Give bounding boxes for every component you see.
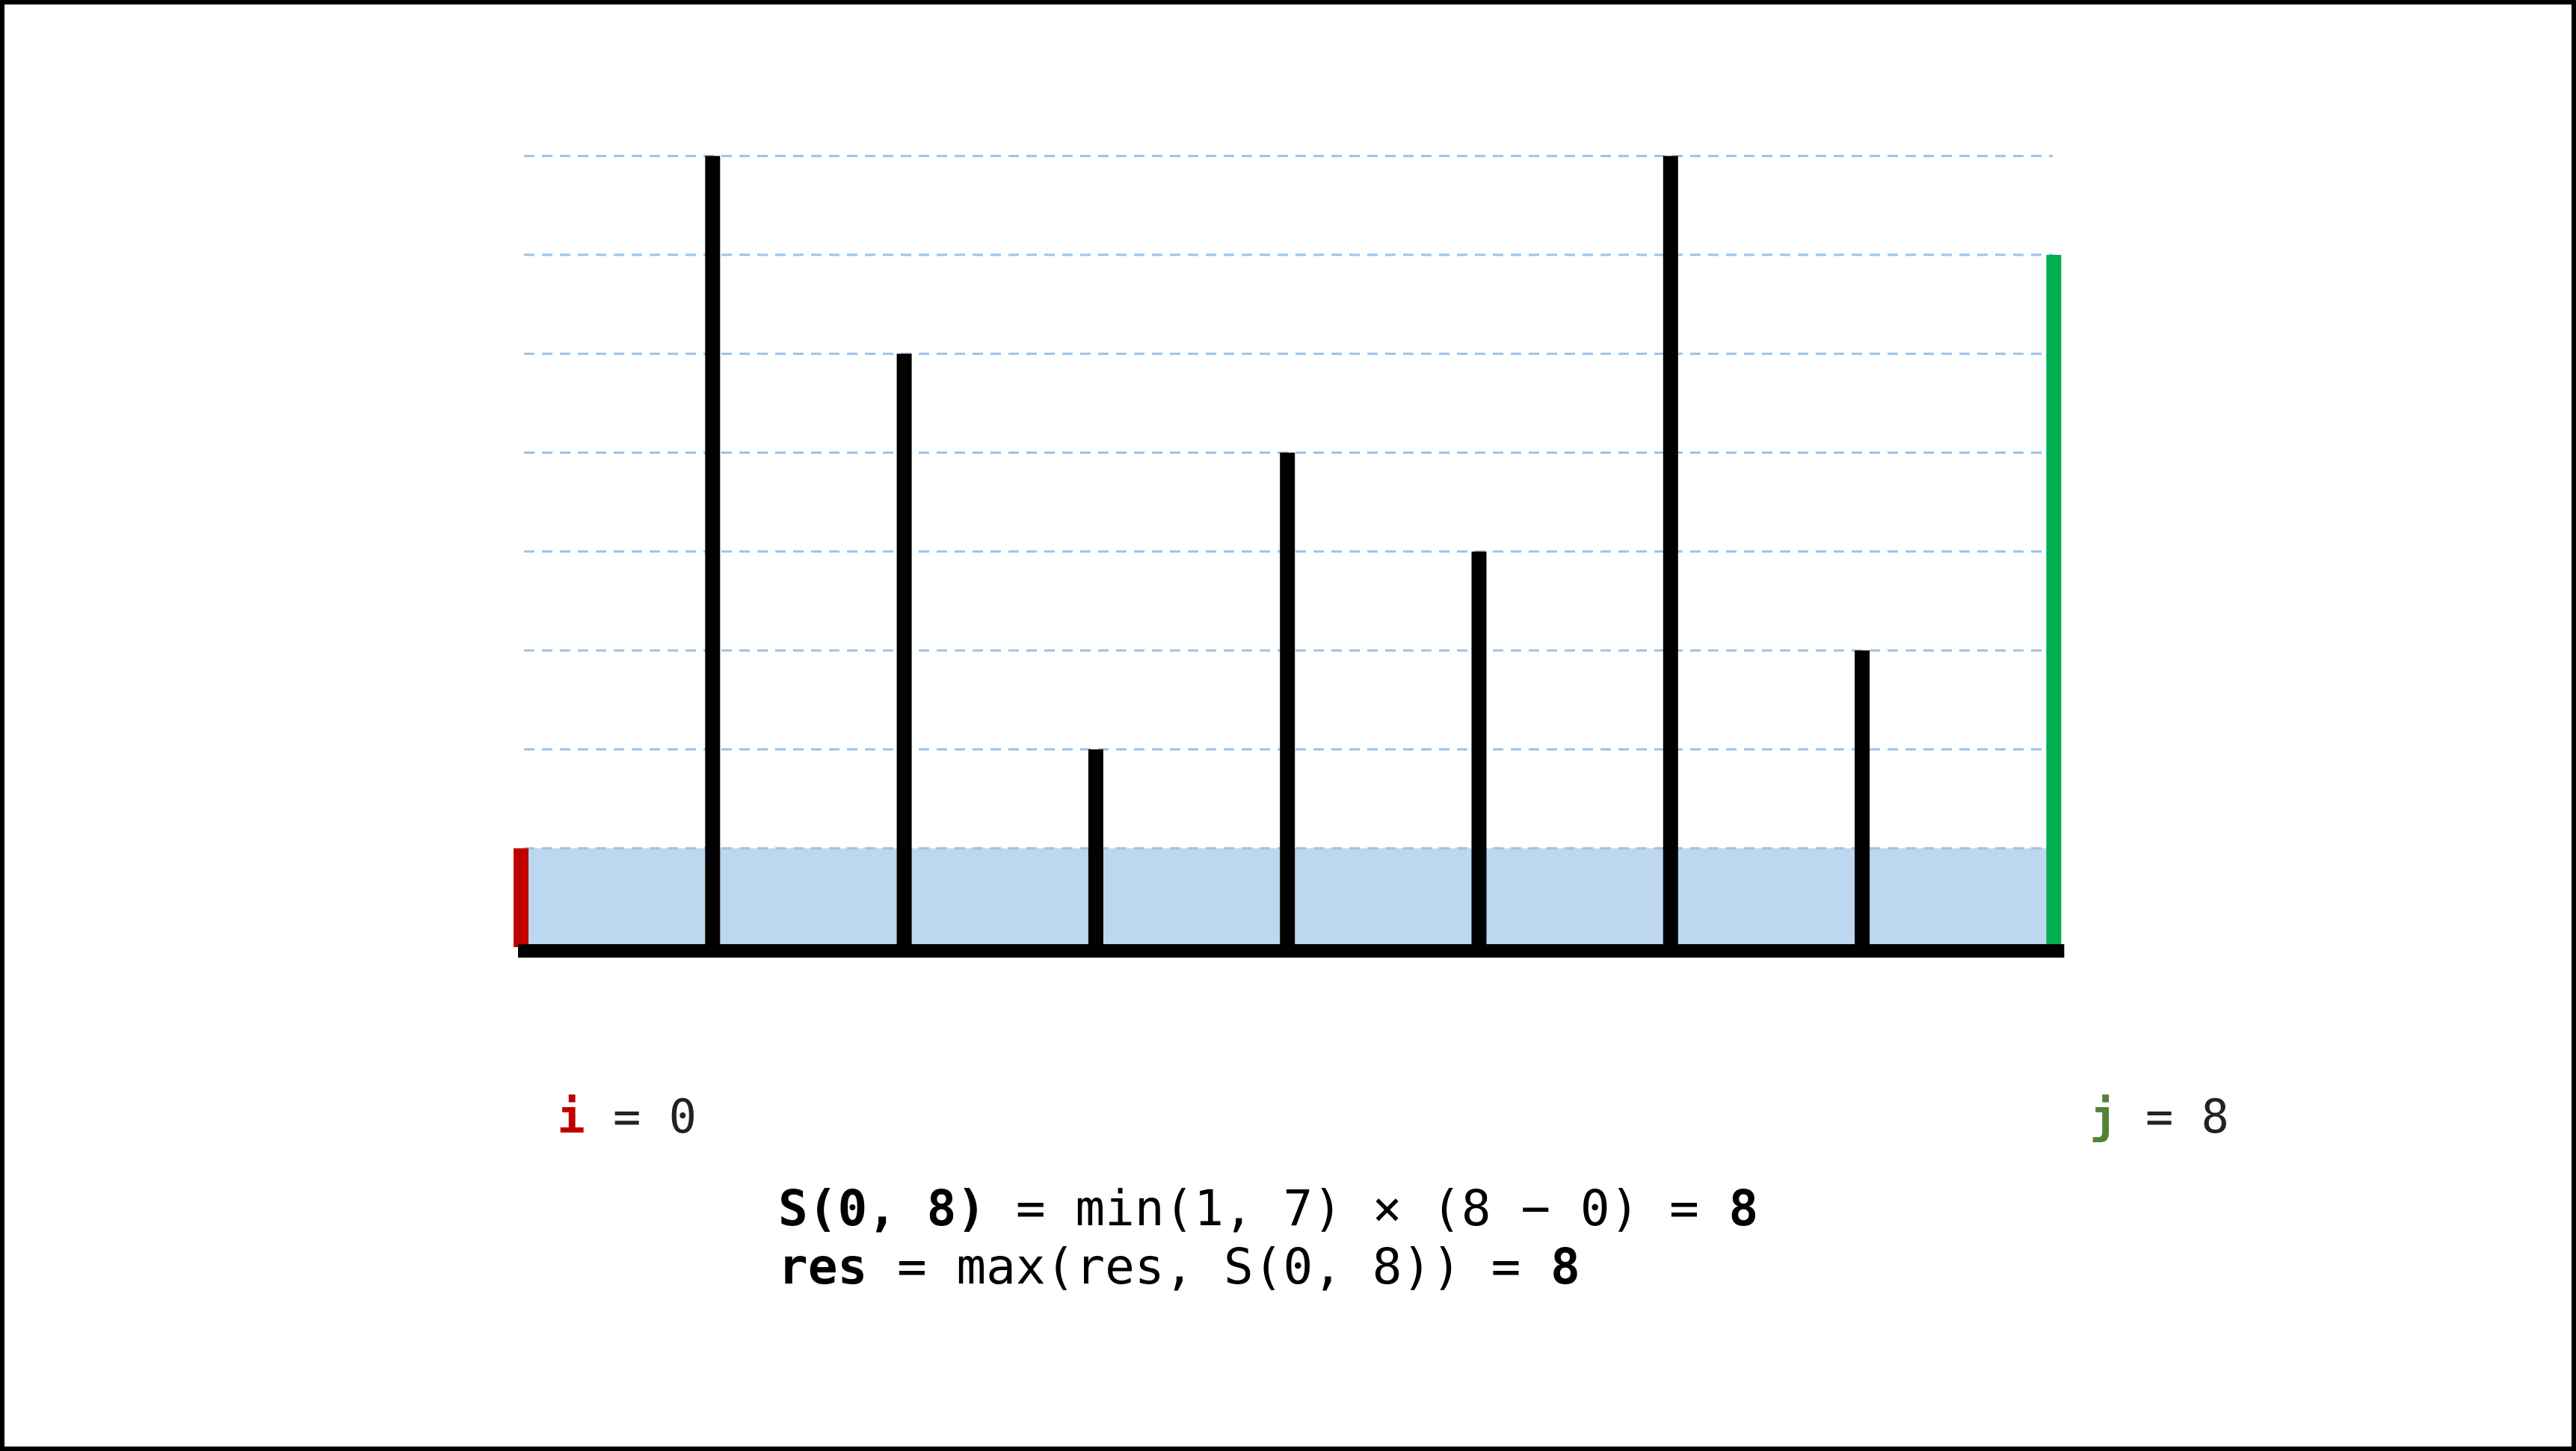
bar-8-right-pointer xyxy=(2046,254,2062,947)
bar-3 xyxy=(1088,749,1103,947)
i-pointer-label: i = 0 xyxy=(446,1035,697,1198)
container-chart xyxy=(514,155,2065,958)
i-value: 0 xyxy=(668,1089,697,1144)
formula-line-1: S(0, 8) = min(1, 7) × (8 − 0) = 8 xyxy=(778,1180,1758,1238)
bar-2 xyxy=(896,354,912,947)
j-name: j xyxy=(2089,1089,2118,1144)
bar-6 xyxy=(1663,155,1678,948)
formula-block: S(0, 8) = min(1, 7) × (8 − 0) = 8 res = … xyxy=(778,1180,1758,1296)
bar-4 xyxy=(1280,452,1295,947)
j-value: 8 xyxy=(2201,1089,2229,1144)
j-pointer-label: j = 8 xyxy=(1978,1035,2229,1198)
formula-1-mid: = min(1, 7) × (8 − 0) = xyxy=(986,1180,1729,1237)
formula-1-lhs: S(0, 8) xyxy=(778,1180,987,1237)
formula-1-result: 8 xyxy=(1728,1180,1759,1237)
formula-2-mid: = max(res, S(0, 8)) = xyxy=(867,1238,1551,1296)
baseline xyxy=(518,944,2065,958)
j-eq: = xyxy=(2117,1089,2201,1144)
bar-5 xyxy=(1471,551,1487,947)
i-eq: = xyxy=(585,1089,669,1144)
bar-0-left-pointer xyxy=(514,848,529,947)
i-name: i xyxy=(557,1089,585,1144)
formula-line-2: res = max(res, S(0, 8)) = 8 xyxy=(778,1238,1758,1296)
formula-2-result: 8 xyxy=(1550,1238,1580,1296)
bar-7 xyxy=(1855,650,1870,947)
formula-2-lhs: res xyxy=(778,1238,868,1296)
bar-1 xyxy=(705,155,721,948)
